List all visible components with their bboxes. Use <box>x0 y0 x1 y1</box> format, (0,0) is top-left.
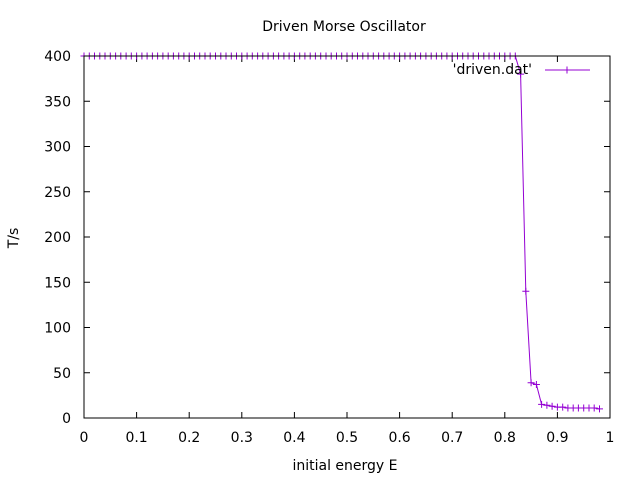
data-point <box>517 70 525 78</box>
legend-marker <box>563 66 571 74</box>
chart-title: Driven Morse Oscillator <box>262 19 426 35</box>
x-tick-label: 0.3 <box>231 430 253 446</box>
data-point <box>522 287 530 295</box>
y-tick-label: 150 <box>44 275 71 291</box>
y-tick-label: 200 <box>44 230 71 246</box>
legend: 'driven.dat' <box>453 62 590 78</box>
axis-ticks: 0 0.1 0.2 0.3 0.4 0.5 0.6 0.7 0.8 0.9 1 0 50 100 150 20… <box>44 49 614 446</box>
y-tick-label: 50 <box>53 366 71 382</box>
x-tick-label: 0.7 <box>441 430 463 446</box>
data-point <box>532 381 540 388</box>
x-tick-label: 0.6 <box>388 430 410 446</box>
y-tick-label: 100 <box>44 321 71 337</box>
x-tick-label: 0.4 <box>283 430 305 446</box>
y-axis-label: T/s <box>6 228 22 250</box>
y-tick-label: 300 <box>44 140 71 156</box>
plot-frame <box>83 55 611 419</box>
x-tick-label: 0.8 <box>494 430 516 446</box>
x-tick-label: 0.2 <box>178 430 200 446</box>
data-point <box>596 405 603 413</box>
y-tick-label: 0 <box>62 411 71 427</box>
x-tick-label: 0.5 <box>336 430 358 446</box>
data-point <box>559 403 567 411</box>
x-tick-label: 0.9 <box>546 430 568 446</box>
x-axis-label: initial energy E <box>292 458 397 474</box>
y-tick-label: 350 <box>44 94 71 110</box>
data-point <box>590 404 598 412</box>
x-tick-label: 1 <box>606 430 615 446</box>
y-tick-label: 250 <box>44 185 71 201</box>
data-point <box>548 402 556 410</box>
x-tick-label: 0 <box>80 430 89 446</box>
data-point <box>538 400 546 408</box>
y-tick-label: 400 <box>44 49 71 65</box>
legend-label: 'driven.dat' <box>453 62 532 78</box>
data-point <box>527 379 535 387</box>
x-tick-label: 0.1 <box>125 430 147 446</box>
data-point <box>543 401 551 409</box>
